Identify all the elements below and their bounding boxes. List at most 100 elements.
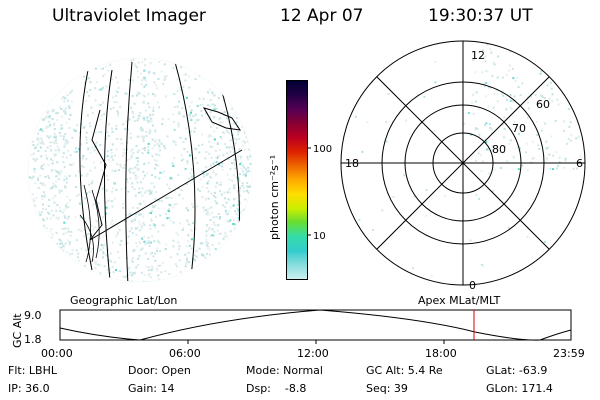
aurora-pixel (175, 203, 178, 206)
aurora-pixel (117, 87, 120, 89)
aurora-pixel (249, 149, 252, 152)
aurora-pixel (135, 144, 138, 147)
aurora-pixel (236, 190, 239, 193)
aurora-pixel (144, 191, 147, 194)
aurora-pixel (136, 66, 139, 69)
aurora-pixel (512, 77, 515, 80)
aurora-pixel (71, 252, 74, 255)
aurora-pixel (143, 163, 145, 166)
aurora-pixel (37, 177, 40, 180)
aurora-pixel (99, 264, 102, 267)
aurora-pixel (411, 267, 414, 270)
aurora-pixel (66, 251, 69, 254)
aurora-pixel (151, 210, 154, 212)
aurora-pixel (208, 140, 211, 143)
aurora-pixel (490, 51, 493, 54)
aurora-pixel (87, 147, 90, 150)
aurora-pixel (208, 134, 211, 137)
aurora-pixel (238, 148, 241, 151)
aurora-pixel (102, 246, 105, 249)
aurora-pixel (158, 154, 161, 157)
aurora-pixel (151, 251, 153, 254)
aurora-pixel (154, 129, 157, 132)
aurora-pixel (115, 137, 118, 140)
aurora-pixel (131, 167, 134, 170)
aurora-pixel (130, 259, 133, 262)
aurora-pixel (102, 252, 105, 255)
aurora-pixel (102, 102, 105, 105)
aurora-pixel (61, 242, 63, 245)
aurora-pixel (88, 191, 91, 193)
aurora-pixel (165, 243, 168, 246)
aurora-pixel (117, 112, 120, 115)
aurora-pixel (222, 237, 225, 240)
aurora-pixel (53, 136, 56, 139)
aurora-pixel (204, 198, 207, 201)
aurora-pixel (140, 127, 143, 130)
aurora-pixel (136, 70, 139, 73)
aurora-pixel (156, 247, 159, 250)
aurora-pixel (94, 263, 97, 266)
aurora-pixel (116, 233, 119, 236)
aurora-pixel (506, 98, 509, 101)
aurora-pixel (179, 222, 181, 225)
aurora-pixel (159, 214, 162, 217)
aurora-pixel (44, 116, 47, 119)
aurora-pixel (201, 143, 204, 146)
aurora-pixel (205, 166, 208, 169)
aurora-pixel (136, 264, 139, 266)
aurora-pixel (212, 162, 215, 165)
aurora-pixel (97, 237, 100, 240)
aurora-pixel (226, 191, 229, 194)
aurora-pixel (207, 190, 210, 193)
aurora-pixel (142, 177, 145, 180)
aurora-pixel (59, 239, 62, 242)
aurora-pixel (138, 254, 141, 257)
aurora-pixel (129, 136, 132, 139)
aurora-pixel (125, 214, 127, 217)
aurora-pixel (97, 191, 100, 194)
aurora-pixel (115, 94, 118, 97)
aurora-pixel (115, 125, 118, 127)
aurora-pixel (137, 76, 140, 79)
aurora-pixel (425, 188, 428, 191)
aurora-pixel (98, 88, 101, 91)
aurora-pixel (124, 152, 127, 155)
aurora-pixel (149, 276, 152, 279)
aurora-pixel (190, 229, 193, 232)
aurora-pixel (508, 69, 510, 72)
aurora-pixel (112, 187, 114, 190)
aurora-pixel (110, 226, 113, 229)
aurora-pixel (49, 141, 52, 144)
aurora-pixel (122, 206, 125, 209)
aurora-pixel (58, 242, 61, 245)
aurora-pixel (64, 111, 67, 114)
aurora-pixel (221, 168, 224, 171)
aurora-pixel (52, 109, 55, 111)
aurora-pixel (243, 132, 246, 135)
aurora-pixel (50, 170, 53, 173)
aurora-pixel (205, 209, 208, 211)
aurora-pixel (69, 114, 72, 116)
aurora-pixel (103, 265, 106, 268)
aurora-pixel (230, 125, 233, 128)
aurora-pixel (137, 212, 140, 215)
aurora-pixel (196, 104, 199, 107)
aurora-pixel (64, 107, 67, 110)
aurora-pixel (70, 113, 73, 116)
aurora-pixel (53, 122, 56, 125)
aurora-pixel (131, 186, 134, 188)
aurora-pixel (137, 61, 140, 64)
aurora-pixel (208, 118, 211, 121)
aurora-pixel (60, 124, 63, 127)
aurora-pixel (501, 123, 504, 126)
aurora-pixel (43, 195, 46, 198)
aurora-pixel (161, 223, 164, 226)
aurora-pixel (122, 123, 125, 126)
aurora-pixel (496, 55, 499, 58)
aurora-pixel (46, 146, 49, 149)
aurora-pixel (569, 121, 572, 124)
colorbar-tick-100: 100 (313, 144, 332, 155)
aurora-pixel (151, 235, 154, 238)
aurora-pixel (122, 151, 125, 154)
